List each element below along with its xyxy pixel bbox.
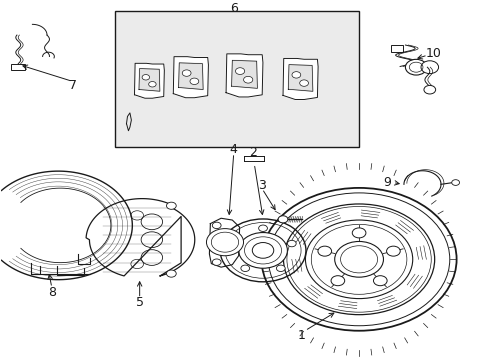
- Circle shape: [262, 189, 455, 330]
- Circle shape: [330, 276, 344, 286]
- Text: 4: 4: [229, 143, 237, 156]
- Polygon shape: [283, 58, 318, 99]
- Bar: [390, 45, 402, 52]
- Bar: [11, 64, 25, 70]
- Circle shape: [241, 265, 249, 271]
- Text: 10: 10: [425, 48, 441, 60]
- Circle shape: [243, 76, 252, 83]
- Circle shape: [229, 240, 238, 247]
- Circle shape: [287, 240, 296, 247]
- Circle shape: [305, 220, 412, 298]
- Circle shape: [212, 222, 221, 229]
- Circle shape: [142, 75, 149, 80]
- Circle shape: [405, 59, 426, 75]
- Text: 2: 2: [249, 147, 257, 159]
- Polygon shape: [225, 54, 263, 97]
- Circle shape: [334, 242, 383, 277]
- Text: 3: 3: [258, 179, 265, 192]
- Polygon shape: [288, 64, 312, 91]
- Circle shape: [258, 225, 267, 231]
- Text: 7: 7: [69, 78, 77, 91]
- Circle shape: [451, 180, 459, 185]
- Circle shape: [351, 228, 365, 238]
- Polygon shape: [231, 60, 257, 88]
- Circle shape: [278, 216, 287, 223]
- Polygon shape: [209, 218, 239, 267]
- Polygon shape: [139, 68, 160, 91]
- Polygon shape: [173, 57, 208, 98]
- Circle shape: [317, 246, 331, 256]
- Polygon shape: [1, 171, 132, 280]
- Circle shape: [148, 81, 156, 87]
- Bar: [115, 11, 358, 147]
- Circle shape: [386, 246, 399, 256]
- Circle shape: [166, 270, 176, 277]
- Circle shape: [423, 85, 435, 94]
- Polygon shape: [134, 63, 164, 98]
- Circle shape: [299, 80, 308, 86]
- Text: 1: 1: [297, 329, 305, 342]
- Circle shape: [235, 68, 244, 75]
- Text: 8: 8: [48, 286, 56, 299]
- Circle shape: [238, 233, 287, 268]
- Circle shape: [166, 202, 176, 209]
- Circle shape: [291, 72, 300, 78]
- Circle shape: [276, 265, 285, 271]
- Text: 9: 9: [382, 176, 390, 189]
- Circle shape: [190, 78, 198, 85]
- Text: 6: 6: [229, 2, 237, 15]
- Circle shape: [182, 70, 191, 76]
- Circle shape: [420, 61, 438, 74]
- Circle shape: [252, 243, 273, 258]
- Polygon shape: [178, 63, 203, 90]
- Text: 5: 5: [135, 296, 143, 309]
- Circle shape: [220, 219, 305, 282]
- Circle shape: [373, 276, 386, 286]
- Polygon shape: [86, 199, 194, 276]
- Circle shape: [206, 229, 243, 256]
- Circle shape: [212, 259, 221, 265]
